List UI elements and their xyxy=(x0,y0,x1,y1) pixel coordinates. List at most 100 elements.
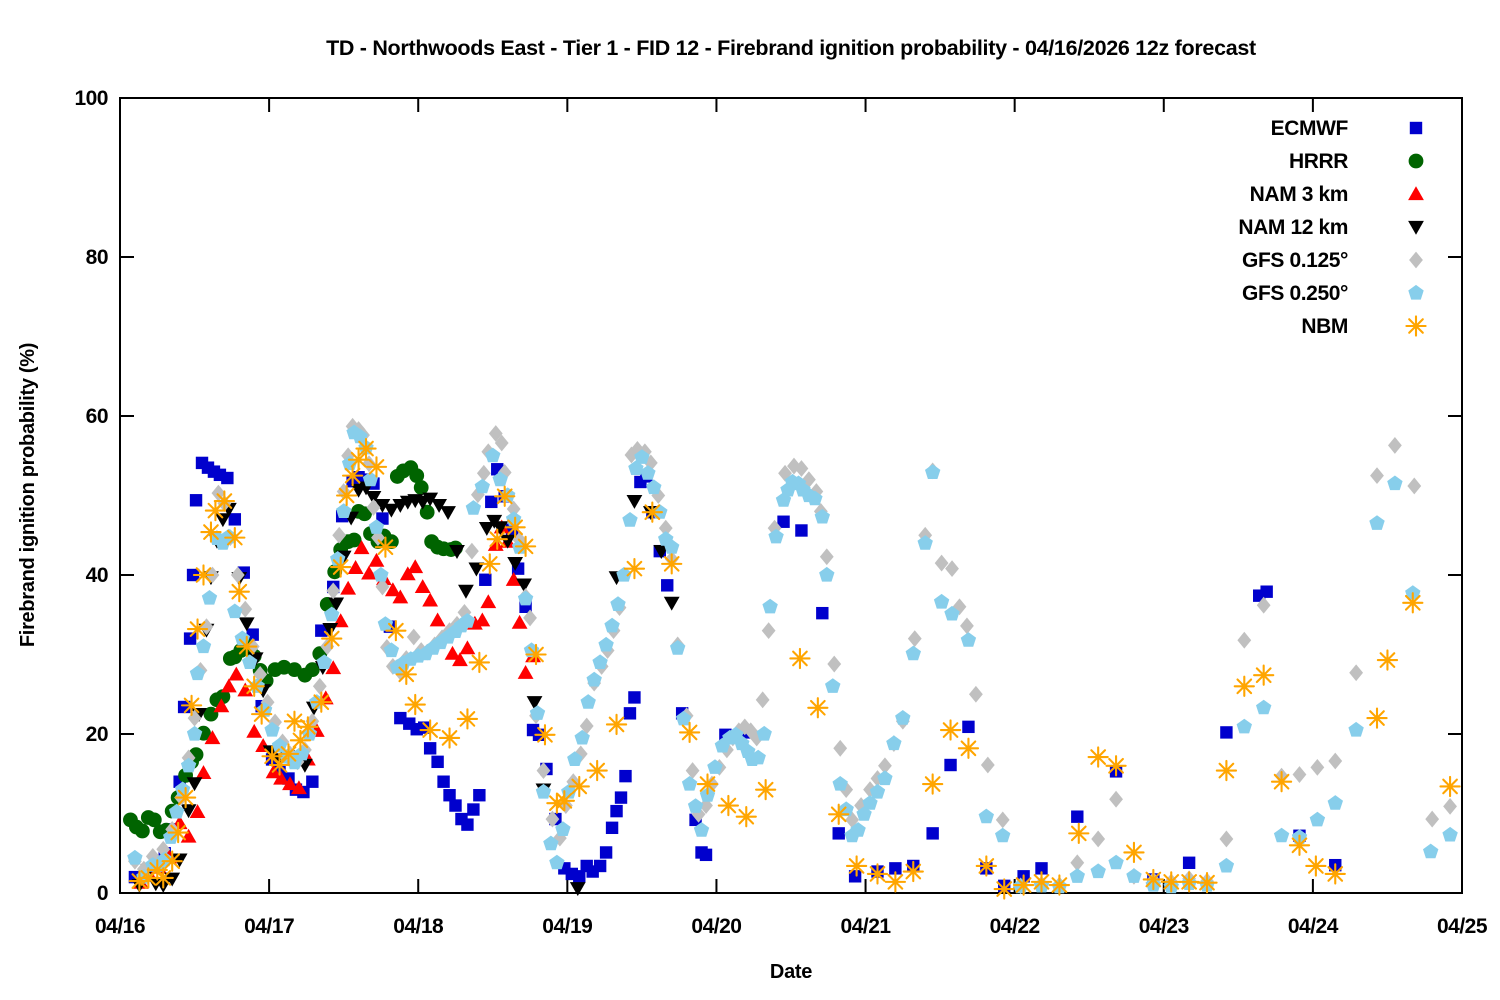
data-point xyxy=(610,804,623,818)
data-point xyxy=(536,762,551,779)
data-point xyxy=(819,566,835,582)
axis-tick-labels: 0 20 40 60 80 100 04/16 04/17 04/18 04/19 04/20 04/… xyxy=(74,87,1488,938)
data-point xyxy=(221,471,234,485)
data-point xyxy=(404,693,426,716)
axis-ticks xyxy=(119,97,1463,894)
data-point xyxy=(283,710,306,732)
data-point xyxy=(230,566,245,584)
data-point xyxy=(807,490,823,506)
data-point xyxy=(1030,871,1053,893)
data-point xyxy=(440,506,456,520)
legend-marker-diamond-icon xyxy=(1409,251,1423,269)
data-point xyxy=(204,730,221,745)
data-point xyxy=(845,855,868,877)
data-point xyxy=(827,655,842,673)
legend-item-nam-12-km: NAM 12 km xyxy=(1238,216,1424,239)
data-point xyxy=(586,759,608,782)
data-point xyxy=(573,870,586,883)
data-point xyxy=(675,710,692,726)
data-point xyxy=(807,697,829,719)
legend-marker-triangle-up-icon xyxy=(1408,186,1424,201)
data-point xyxy=(685,762,700,779)
data-point xyxy=(866,863,889,885)
data-point xyxy=(395,663,417,686)
data-point xyxy=(169,803,185,819)
data-point xyxy=(592,654,608,669)
data-point xyxy=(832,776,848,791)
data-point xyxy=(546,792,568,814)
data-point xyxy=(646,479,662,495)
data-point xyxy=(1178,871,1200,893)
data-point xyxy=(944,605,960,621)
data-point xyxy=(362,455,376,473)
data-point xyxy=(449,799,462,812)
data-point xyxy=(670,640,686,655)
data-point xyxy=(204,499,227,522)
x-tick-label: 04/25 xyxy=(1437,915,1488,938)
data-point xyxy=(195,765,212,780)
data-point xyxy=(443,789,456,802)
data-point xyxy=(622,512,638,527)
legend-item-ecmwf: ECMWF xyxy=(1271,117,1423,140)
data-point xyxy=(328,597,345,612)
data-point xyxy=(553,790,576,812)
data-point xyxy=(529,705,546,720)
data-point xyxy=(814,508,830,524)
data-point xyxy=(228,513,242,526)
data-point xyxy=(926,827,939,840)
data-point xyxy=(978,808,994,824)
data-point xyxy=(516,578,532,593)
data-point xyxy=(236,635,258,658)
data-point xyxy=(253,665,268,683)
data-point xyxy=(862,795,878,810)
data-point xyxy=(468,562,485,577)
data-point xyxy=(1253,664,1275,686)
data-point xyxy=(228,581,250,603)
data-point xyxy=(340,580,357,595)
data-point xyxy=(574,729,590,745)
data-point xyxy=(479,553,501,575)
data-point xyxy=(626,494,643,509)
y-tick-label: 20 xyxy=(86,723,108,746)
data-point xyxy=(580,694,596,709)
data-point xyxy=(750,749,766,765)
data-point xyxy=(189,804,206,819)
data-point xyxy=(507,556,524,571)
data-point xyxy=(534,724,556,746)
data-point xyxy=(945,560,959,578)
legend-label: ECMWF xyxy=(1271,117,1349,140)
y-axis-label: Firebrand ignition probability (%) xyxy=(17,343,39,647)
data-point xyxy=(335,484,358,507)
data-point xyxy=(476,464,491,482)
data-point xyxy=(291,780,307,795)
series-nbm xyxy=(128,437,1461,900)
data-point xyxy=(641,501,663,523)
data-point xyxy=(1439,775,1461,798)
data-point xyxy=(215,689,231,705)
data-point xyxy=(1349,664,1364,682)
data-point xyxy=(273,770,289,785)
legend-item-nam-3-km: NAM 3 km xyxy=(1250,183,1424,206)
legend-item-gfs-0-250-: GFS 0.250° xyxy=(1242,282,1424,305)
data-point xyxy=(634,449,650,464)
data-point xyxy=(525,643,547,666)
data-point xyxy=(180,828,197,843)
data-point xyxy=(310,691,332,713)
data-point xyxy=(968,685,983,703)
data-point xyxy=(268,754,291,776)
data-point xyxy=(180,757,197,773)
data-point xyxy=(243,675,265,697)
data-point xyxy=(995,811,1010,829)
data-point xyxy=(294,745,310,761)
data-point xyxy=(593,859,607,873)
y-tick-label: 0 xyxy=(97,882,108,905)
data-point xyxy=(189,665,206,681)
data-point xyxy=(422,492,439,507)
data-point xyxy=(586,671,602,687)
data-point xyxy=(1236,718,1252,734)
data-point xyxy=(1348,721,1364,737)
data-point xyxy=(623,557,646,580)
data-point xyxy=(604,617,620,633)
data-point xyxy=(261,745,283,767)
data-point xyxy=(465,542,479,560)
